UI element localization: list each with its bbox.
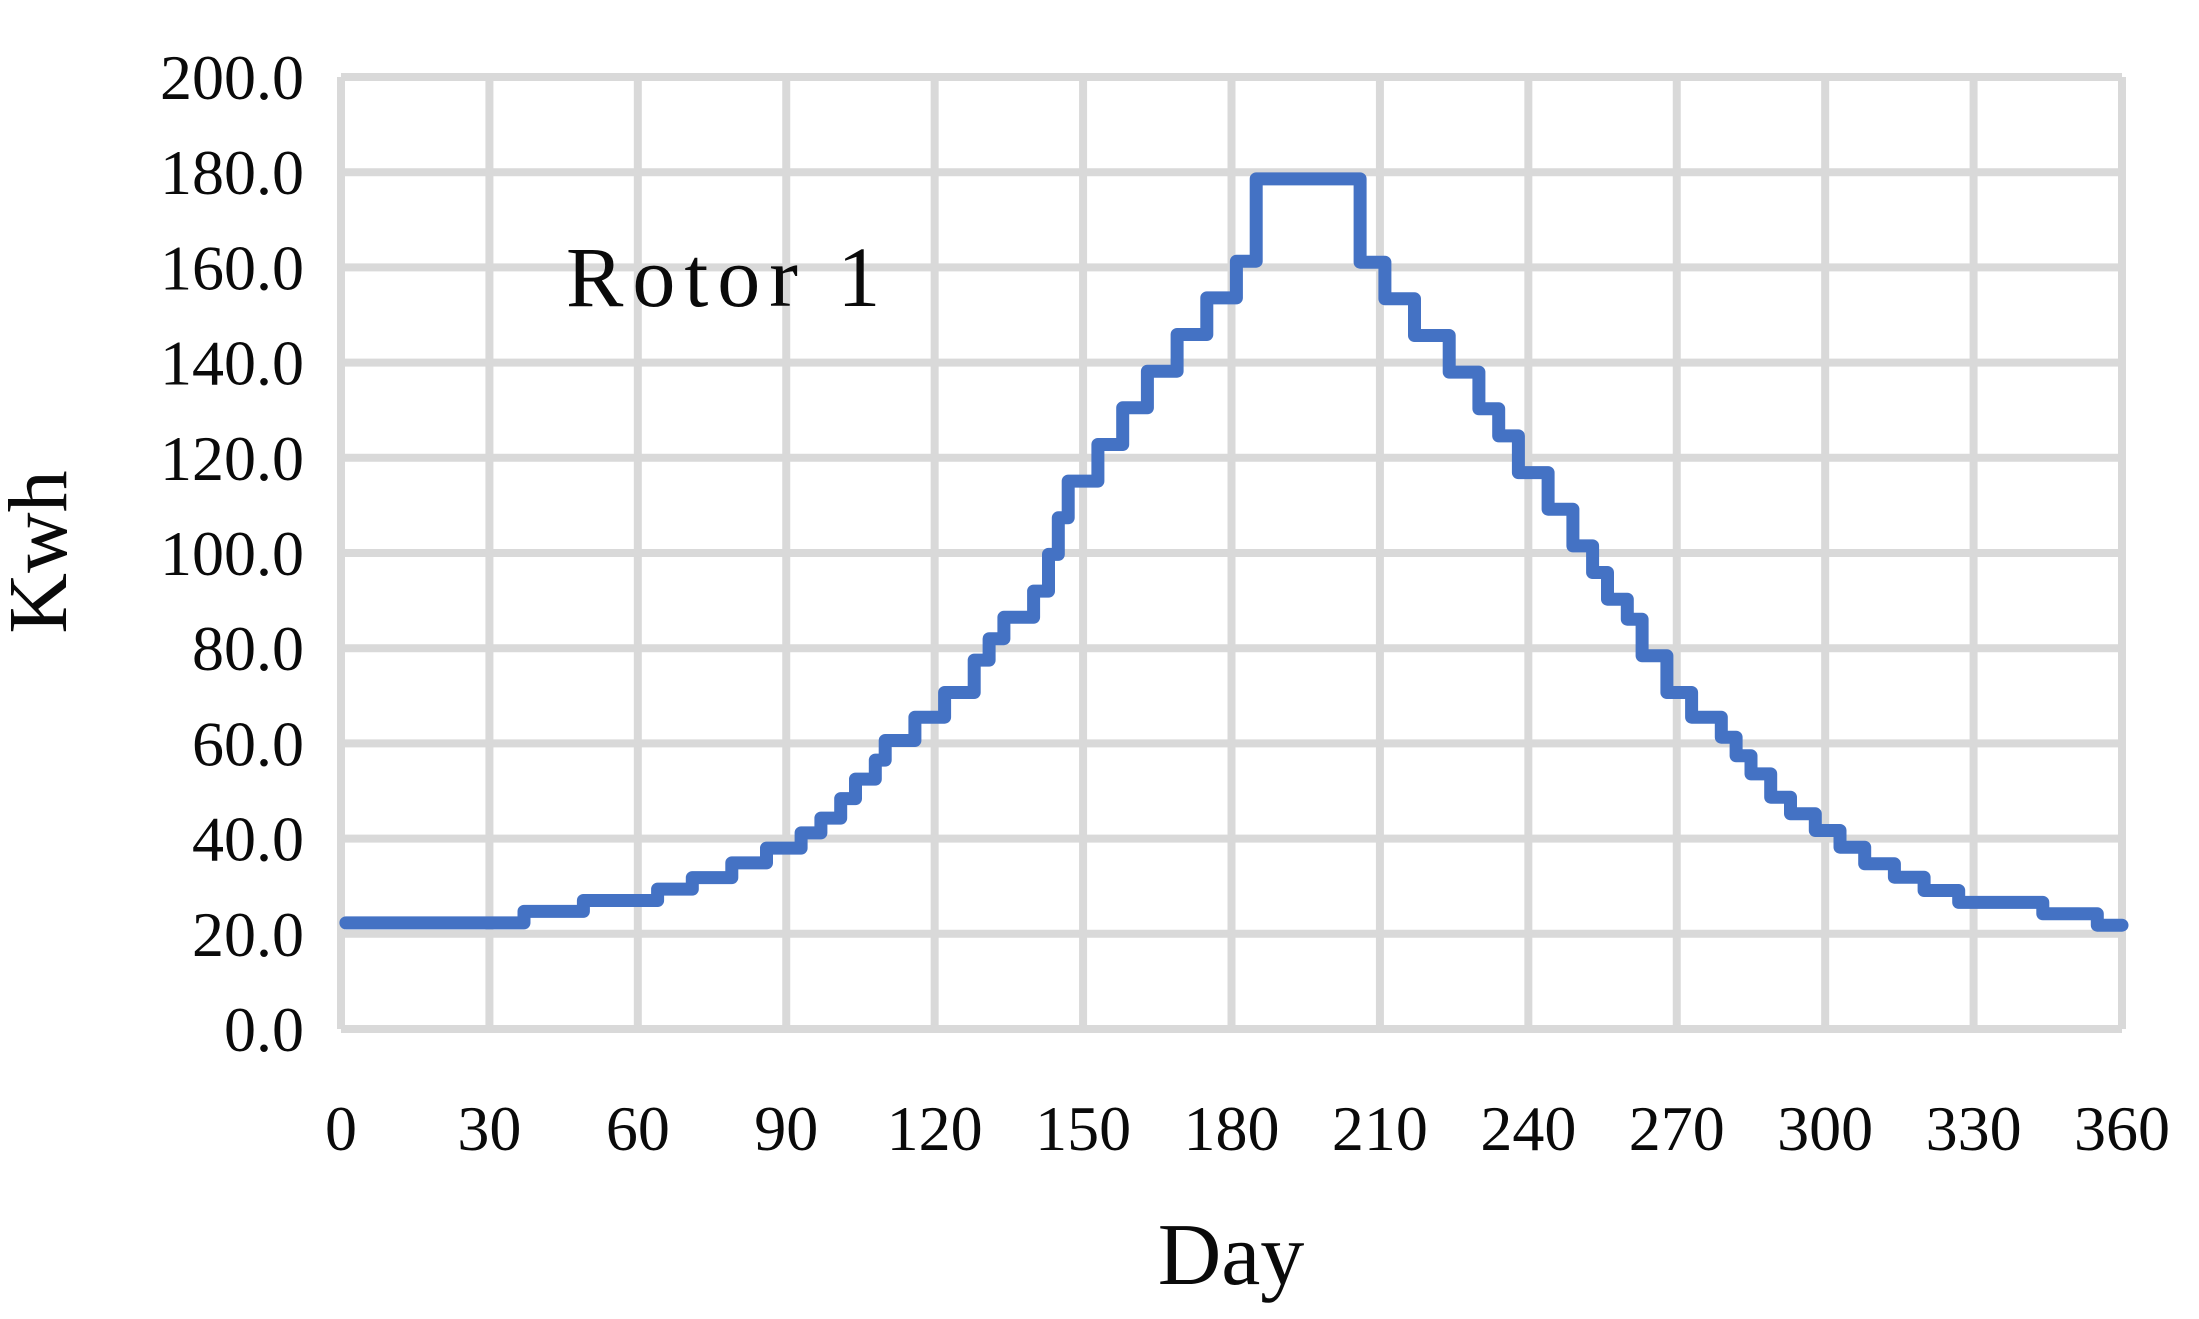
x-tick-label: 120 xyxy=(887,1093,983,1164)
y-axis-title: Kwh xyxy=(0,470,85,633)
y-tick-label: 60.0 xyxy=(192,708,304,779)
x-tick-label: 180 xyxy=(1184,1093,1280,1164)
x-tick-label: 240 xyxy=(1480,1093,1576,1164)
y-tick-label: 80.0 xyxy=(192,613,304,684)
y-tick-label: 200.0 xyxy=(160,42,304,113)
x-tick-labels: 0 30 60 90 120 150 180 210 240 270 300 330 360 xyxy=(325,1093,2170,1164)
x-tick-label: 360 xyxy=(2074,1093,2170,1164)
x-tick-label: 60 xyxy=(606,1093,670,1164)
y-tick-label: 160.0 xyxy=(160,232,304,303)
x-tick-label: 270 xyxy=(1629,1093,1725,1164)
y-tick-labels: 0.0 20.0 40.0 60.0 80.0 100.0 120.0 140.0 160.0 1… xyxy=(160,42,304,1065)
x-tick-label: 0 xyxy=(325,1093,357,1164)
chart-annotation: Rotor 1 xyxy=(566,229,889,325)
y-tick-label: 180.0 xyxy=(160,137,304,208)
y-tick-label: 140.0 xyxy=(160,328,304,399)
x-tick-label: 90 xyxy=(754,1093,818,1164)
y-tick-label: 0.0 xyxy=(224,994,304,1065)
y-tick-label: 120.0 xyxy=(160,423,304,494)
x-tick-label: 150 xyxy=(1035,1093,1131,1164)
x-tick-label: 30 xyxy=(457,1093,521,1164)
y-tick-label: 100.0 xyxy=(160,518,304,589)
y-tick-label: 40.0 xyxy=(192,804,304,875)
x-tick-label: 210 xyxy=(1332,1093,1428,1164)
x-tick-label: 300 xyxy=(1777,1093,1873,1164)
rotor1-series-line xyxy=(339,172,2129,932)
gridlines xyxy=(337,73,2126,1033)
x-axis-title: Day xyxy=(1158,1207,1305,1304)
x-tick-label: 330 xyxy=(1926,1093,2022,1164)
series-rotor1 xyxy=(339,172,2129,932)
y-tick-label: 20.0 xyxy=(192,899,304,970)
